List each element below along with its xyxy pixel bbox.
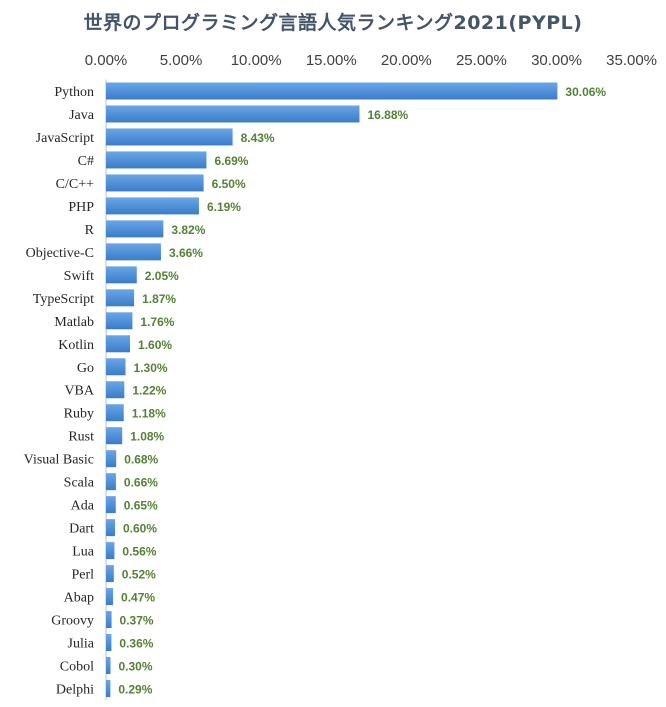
data-label: 0.37% xyxy=(120,614,154,628)
category-label: Matlab xyxy=(54,315,94,330)
bar xyxy=(106,220,164,238)
bar xyxy=(106,611,112,629)
data-label: 6.19% xyxy=(207,200,241,214)
category-label: PHP xyxy=(68,200,94,215)
bar xyxy=(106,542,115,560)
category-label: Perl xyxy=(71,568,94,583)
data-label: 0.30% xyxy=(119,660,153,674)
data-label: 0.52% xyxy=(122,568,156,582)
bar xyxy=(106,335,131,353)
data-label: 6.50% xyxy=(212,177,246,191)
category-label: Lua xyxy=(72,545,95,560)
bar xyxy=(106,404,124,422)
data-label: 0.56% xyxy=(122,545,156,559)
bar xyxy=(106,519,116,537)
bar xyxy=(106,565,114,583)
bar xyxy=(106,266,137,284)
category-label: R xyxy=(85,223,95,238)
category-label: Dart xyxy=(69,522,94,537)
category-label: Visual Basic xyxy=(24,453,94,468)
data-label: 0.47% xyxy=(121,591,155,605)
bar xyxy=(106,381,125,399)
data-label: 6.69% xyxy=(214,154,248,168)
data-label: 3.82% xyxy=(171,223,205,237)
category-label: Go xyxy=(77,361,94,376)
data-label: 1.08% xyxy=(130,430,164,444)
x-tick-label: 30.00% xyxy=(531,52,582,69)
x-tick-label: 15.00% xyxy=(306,52,357,69)
category-label: Rust xyxy=(68,430,94,445)
x-tick-label: 5.00% xyxy=(160,52,203,69)
category-label: Julia xyxy=(68,637,95,652)
bar xyxy=(106,128,233,146)
data-label: 3.66% xyxy=(169,246,203,260)
bar xyxy=(106,657,111,674)
category-label: Ruby xyxy=(64,407,94,422)
category-label: Python xyxy=(54,85,94,100)
category-label: Kotlin xyxy=(58,338,94,353)
data-label: 0.60% xyxy=(123,522,157,536)
category-label: Cobol xyxy=(60,660,94,675)
chart-title: 世界のプログラミング言語人気ランキング2021(PYPL) xyxy=(83,12,583,34)
data-label: 8.43% xyxy=(241,131,275,145)
x-tick-label: 10.00% xyxy=(231,52,282,69)
bar xyxy=(106,174,204,192)
data-label: 0.68% xyxy=(124,453,158,467)
x-axis-ticks: 0.00% 5.00% 10.00% 15.00% 20.00% 25.00% 30.00%… xyxy=(85,52,657,69)
data-label: 2.05% xyxy=(145,269,179,283)
data-label: 0.36% xyxy=(119,637,153,651)
category-label: Groovy xyxy=(51,614,94,629)
bar xyxy=(106,197,199,215)
data-label: 1.76% xyxy=(140,315,174,329)
category-labels: Python Java JavaScript C# C/C++ PHP R Objective… xyxy=(24,85,95,697)
category-label: JavaScript xyxy=(36,131,94,146)
x-tick-label: 0.00% xyxy=(85,52,128,69)
bar xyxy=(106,289,135,307)
category-label: Java xyxy=(69,108,95,123)
bar xyxy=(106,312,133,330)
bar xyxy=(106,473,116,491)
bars xyxy=(106,82,558,697)
bar xyxy=(106,151,207,169)
bar xyxy=(106,105,360,123)
category-label: Swift xyxy=(64,269,94,284)
data-label: 1.60% xyxy=(138,338,172,352)
category-label: Objective-C xyxy=(26,246,94,261)
category-label: TypeScript xyxy=(33,292,94,307)
bar xyxy=(106,82,558,100)
bar xyxy=(106,427,123,445)
data-label: 0.66% xyxy=(124,476,158,490)
x-tick-label: 25.00% xyxy=(456,52,507,69)
data-label: 30.06% xyxy=(565,85,606,99)
x-tick-label: 35.00% xyxy=(606,52,657,69)
data-label: 1.30% xyxy=(134,361,168,375)
bar xyxy=(106,679,111,697)
bar xyxy=(106,496,116,514)
x-tick-label: 20.00% xyxy=(381,52,432,69)
bar xyxy=(106,358,126,376)
category-label: C/C++ xyxy=(56,177,94,192)
data-label: 0.65% xyxy=(124,499,158,513)
bar xyxy=(106,450,117,468)
data-label: 1.22% xyxy=(132,384,166,398)
data-label: 0.29% xyxy=(118,682,152,696)
bar xyxy=(106,243,161,261)
category-label: Scala xyxy=(64,476,95,491)
category-label: VBA xyxy=(64,384,94,399)
data-label: 1.18% xyxy=(132,407,166,421)
category-label: Abap xyxy=(64,591,94,606)
bar xyxy=(106,634,112,652)
category-label: Delphi xyxy=(56,682,94,697)
category-label: Ada xyxy=(71,499,95,514)
data-labels: 30.06% 16.88% 8.43% 6.69% 6.50% 6.19%3.82% 3.6… xyxy=(118,85,606,696)
category-label: C# xyxy=(78,154,94,169)
data-label: 1.87% xyxy=(142,292,176,306)
data-label: 16.88% xyxy=(367,108,408,122)
bar xyxy=(106,588,114,606)
